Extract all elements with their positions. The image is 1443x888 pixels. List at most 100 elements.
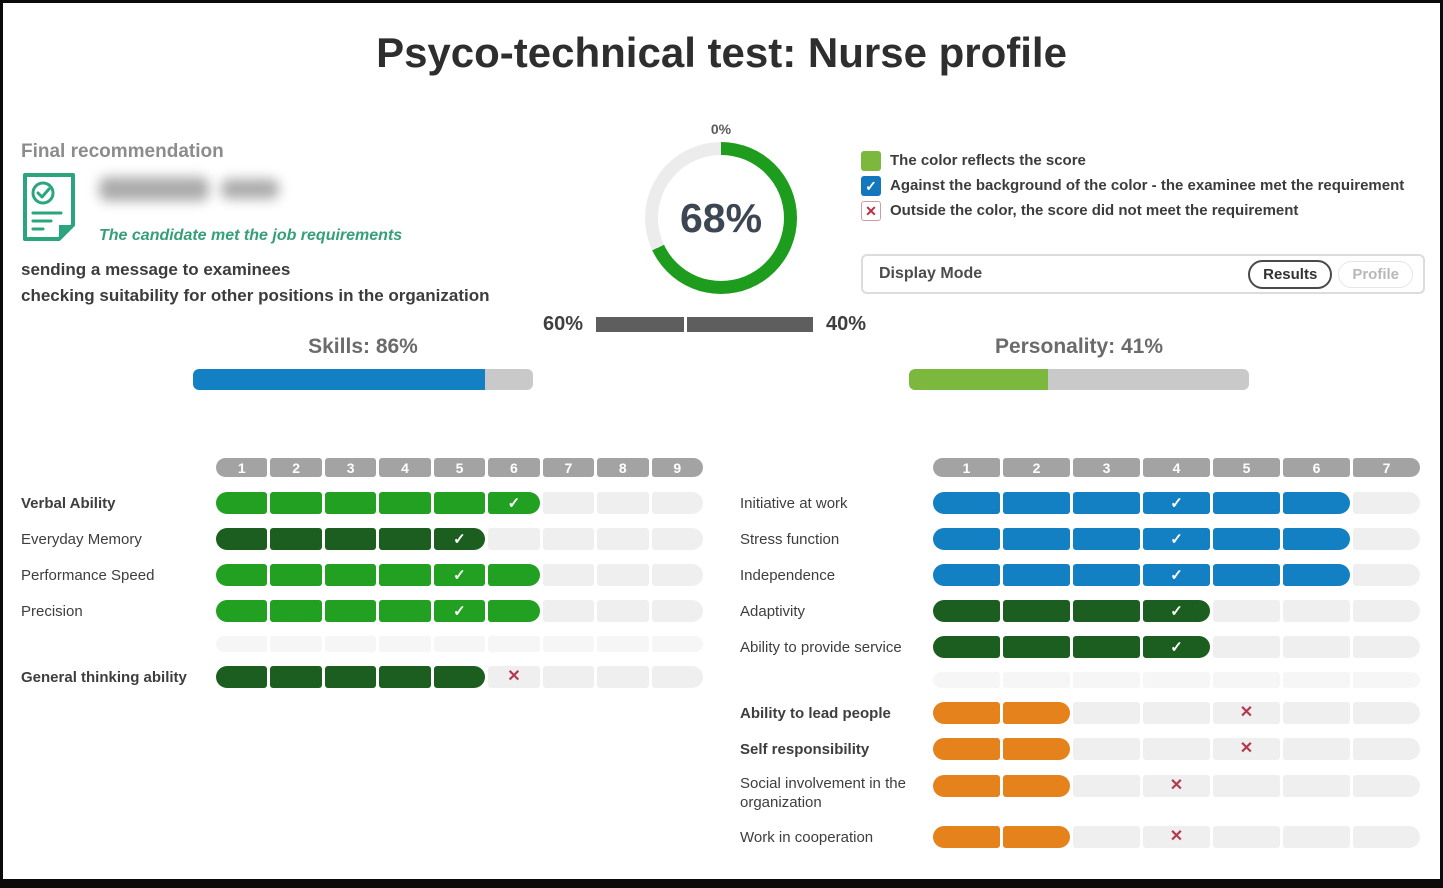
score-cell-filled	[1073, 564, 1140, 586]
score-cell-filled	[324, 564, 377, 586]
score-cell-empty	[1283, 600, 1350, 622]
scale-header-cell: 5	[1213, 458, 1280, 477]
score-cell-filled	[379, 600, 431, 622]
score-cell-empty	[1353, 775, 1420, 797]
ability-row: Verbal Ability ✓	[21, 492, 703, 514]
scale-header-cell: 9	[651, 458, 703, 477]
legend-item: ✕ Outside the color, the score did not me…	[861, 201, 1427, 221]
score-cell-empty	[1143, 702, 1210, 724]
score-cell-empty	[1353, 636, 1420, 658]
score-cell-empty	[542, 666, 595, 688]
requirement-met-check-icon: ✓	[453, 602, 466, 620]
ability-score-track: ✓	[216, 528, 703, 550]
ability-row: Ability to provide service ✓	[740, 636, 1420, 658]
ability-row: Self responsibility ✕	[740, 738, 1420, 760]
score-cell-empty	[1213, 636, 1280, 658]
score-cell-filled: ✓	[1143, 492, 1210, 514]
personality-summary-track	[909, 369, 1249, 390]
score-cell-empty: ✕	[1213, 702, 1280, 724]
score-cell-filled	[933, 600, 1000, 622]
ability-label: Social involvement in the organization	[740, 775, 906, 811]
score-cell-filled	[270, 528, 322, 550]
score-cell-filled	[433, 492, 486, 514]
score-cell-filled	[216, 564, 268, 586]
personality-summary-fill	[909, 369, 1049, 390]
score-cell-empty: ✕	[1143, 775, 1210, 797]
ability-score-track: ✕	[933, 702, 1420, 724]
scale-header-cell: 6	[488, 458, 540, 477]
final-recommendation-heading: Final recommendation	[21, 141, 224, 162]
score-cell-filled	[1283, 564, 1350, 586]
score-cell-empty	[1073, 826, 1140, 848]
requirement-met-check-icon: ✓	[453, 530, 466, 548]
score-cell-empty	[542, 492, 595, 514]
score-cell-filled	[1003, 702, 1070, 724]
score-cell-empty	[216, 636, 268, 652]
score-color-swatch	[861, 151, 881, 171]
score-cell-empty	[1073, 672, 1140, 688]
skills-summary-fill	[193, 369, 486, 390]
scale-header-cell: 6	[1283, 458, 1350, 477]
score-cell-empty	[1353, 738, 1420, 760]
score-cell-empty	[1353, 600, 1420, 622]
requirement-not-met-x-icon: ✕	[1239, 704, 1254, 721]
score-cell-filled: ✓	[1143, 528, 1210, 550]
ability-score-track	[216, 636, 703, 652]
score-cell-empty	[1283, 738, 1350, 760]
score-cell-empty	[597, 492, 649, 514]
score-cell-filled	[1003, 738, 1070, 760]
score-cell-empty	[1073, 738, 1140, 760]
requirement-met-check-icon: ✓	[453, 566, 466, 584]
display-mode-profile-button[interactable]: Profile	[1338, 260, 1413, 288]
score-cell-filled	[216, 600, 268, 622]
score-cell-filled	[1283, 528, 1350, 550]
score-cell-filled	[270, 564, 322, 586]
requirement-met-check-icon: ✓	[1170, 494, 1183, 512]
display-mode-label: Display Mode	[879, 265, 983, 282]
ability-label: General thinking ability	[21, 668, 187, 686]
scale-header-cell: 2	[1003, 458, 1070, 477]
score-cell-filled	[379, 666, 431, 688]
requirement-met-check-icon: ✓	[507, 494, 521, 512]
personality-table: 1 2 3 4 5 6 7 Initiative at work ✓ Stress functio…	[740, 458, 1420, 862]
display-mode-results-button[interactable]: Results	[1248, 259, 1333, 289]
certificate-check-icon	[23, 173, 75, 241]
score-cell-empty	[651, 492, 703, 514]
ability-row: Ability to lead people ✕	[740, 702, 1420, 724]
scale-header-cell: 4	[1143, 458, 1210, 477]
score-cell-filled	[1073, 528, 1140, 550]
personality-summary: Personality: 41%	[909, 335, 1249, 390]
ability-row: Independence ✓	[740, 564, 1420, 586]
scale-header-cell: 7	[1353, 458, 1420, 477]
ability-score-track: ✓	[216, 600, 703, 622]
score-cell-filled	[1003, 826, 1070, 848]
score-cell-empty	[1143, 672, 1210, 688]
score-cell-empty	[1353, 528, 1420, 550]
score-cell-filled	[933, 528, 1000, 550]
ability-row: Everyday Memory ✓	[21, 528, 703, 550]
score-cell-filled	[1073, 636, 1140, 658]
score-cell-filled: ✓	[1143, 636, 1210, 658]
score-cell-filled	[933, 564, 1000, 586]
legend: The color reflects the score ✓ Against the…	[861, 151, 1427, 226]
score-cell-empty	[1073, 702, 1140, 724]
ability-label: Adaptivity	[740, 602, 806, 620]
spacer-row	[21, 636, 703, 652]
legend-item: ✓ Against the background of the color - t…	[861, 176, 1427, 196]
ability-score-track: ✕	[933, 738, 1420, 760]
weights-divider	[683, 317, 687, 332]
requirement-met-check-icon: ✓	[1170, 530, 1183, 548]
score-cell-filled	[933, 826, 1000, 848]
scale-header-cell: 7	[542, 458, 595, 477]
recommendation-action-1: sending a message to examinees	[21, 260, 291, 279]
ability-label: Performance Speed	[21, 566, 155, 584]
score-cell-empty	[651, 528, 703, 550]
score-cell-empty	[542, 600, 595, 622]
score-cell-empty	[1213, 600, 1280, 622]
ability-score-track: ✓	[933, 636, 1420, 658]
score-cell-empty	[651, 636, 703, 652]
legend-item-text: Against the background of the color - th…	[890, 177, 1405, 194]
ability-score-track: ✓	[216, 492, 703, 514]
score-cell-empty	[597, 636, 649, 652]
